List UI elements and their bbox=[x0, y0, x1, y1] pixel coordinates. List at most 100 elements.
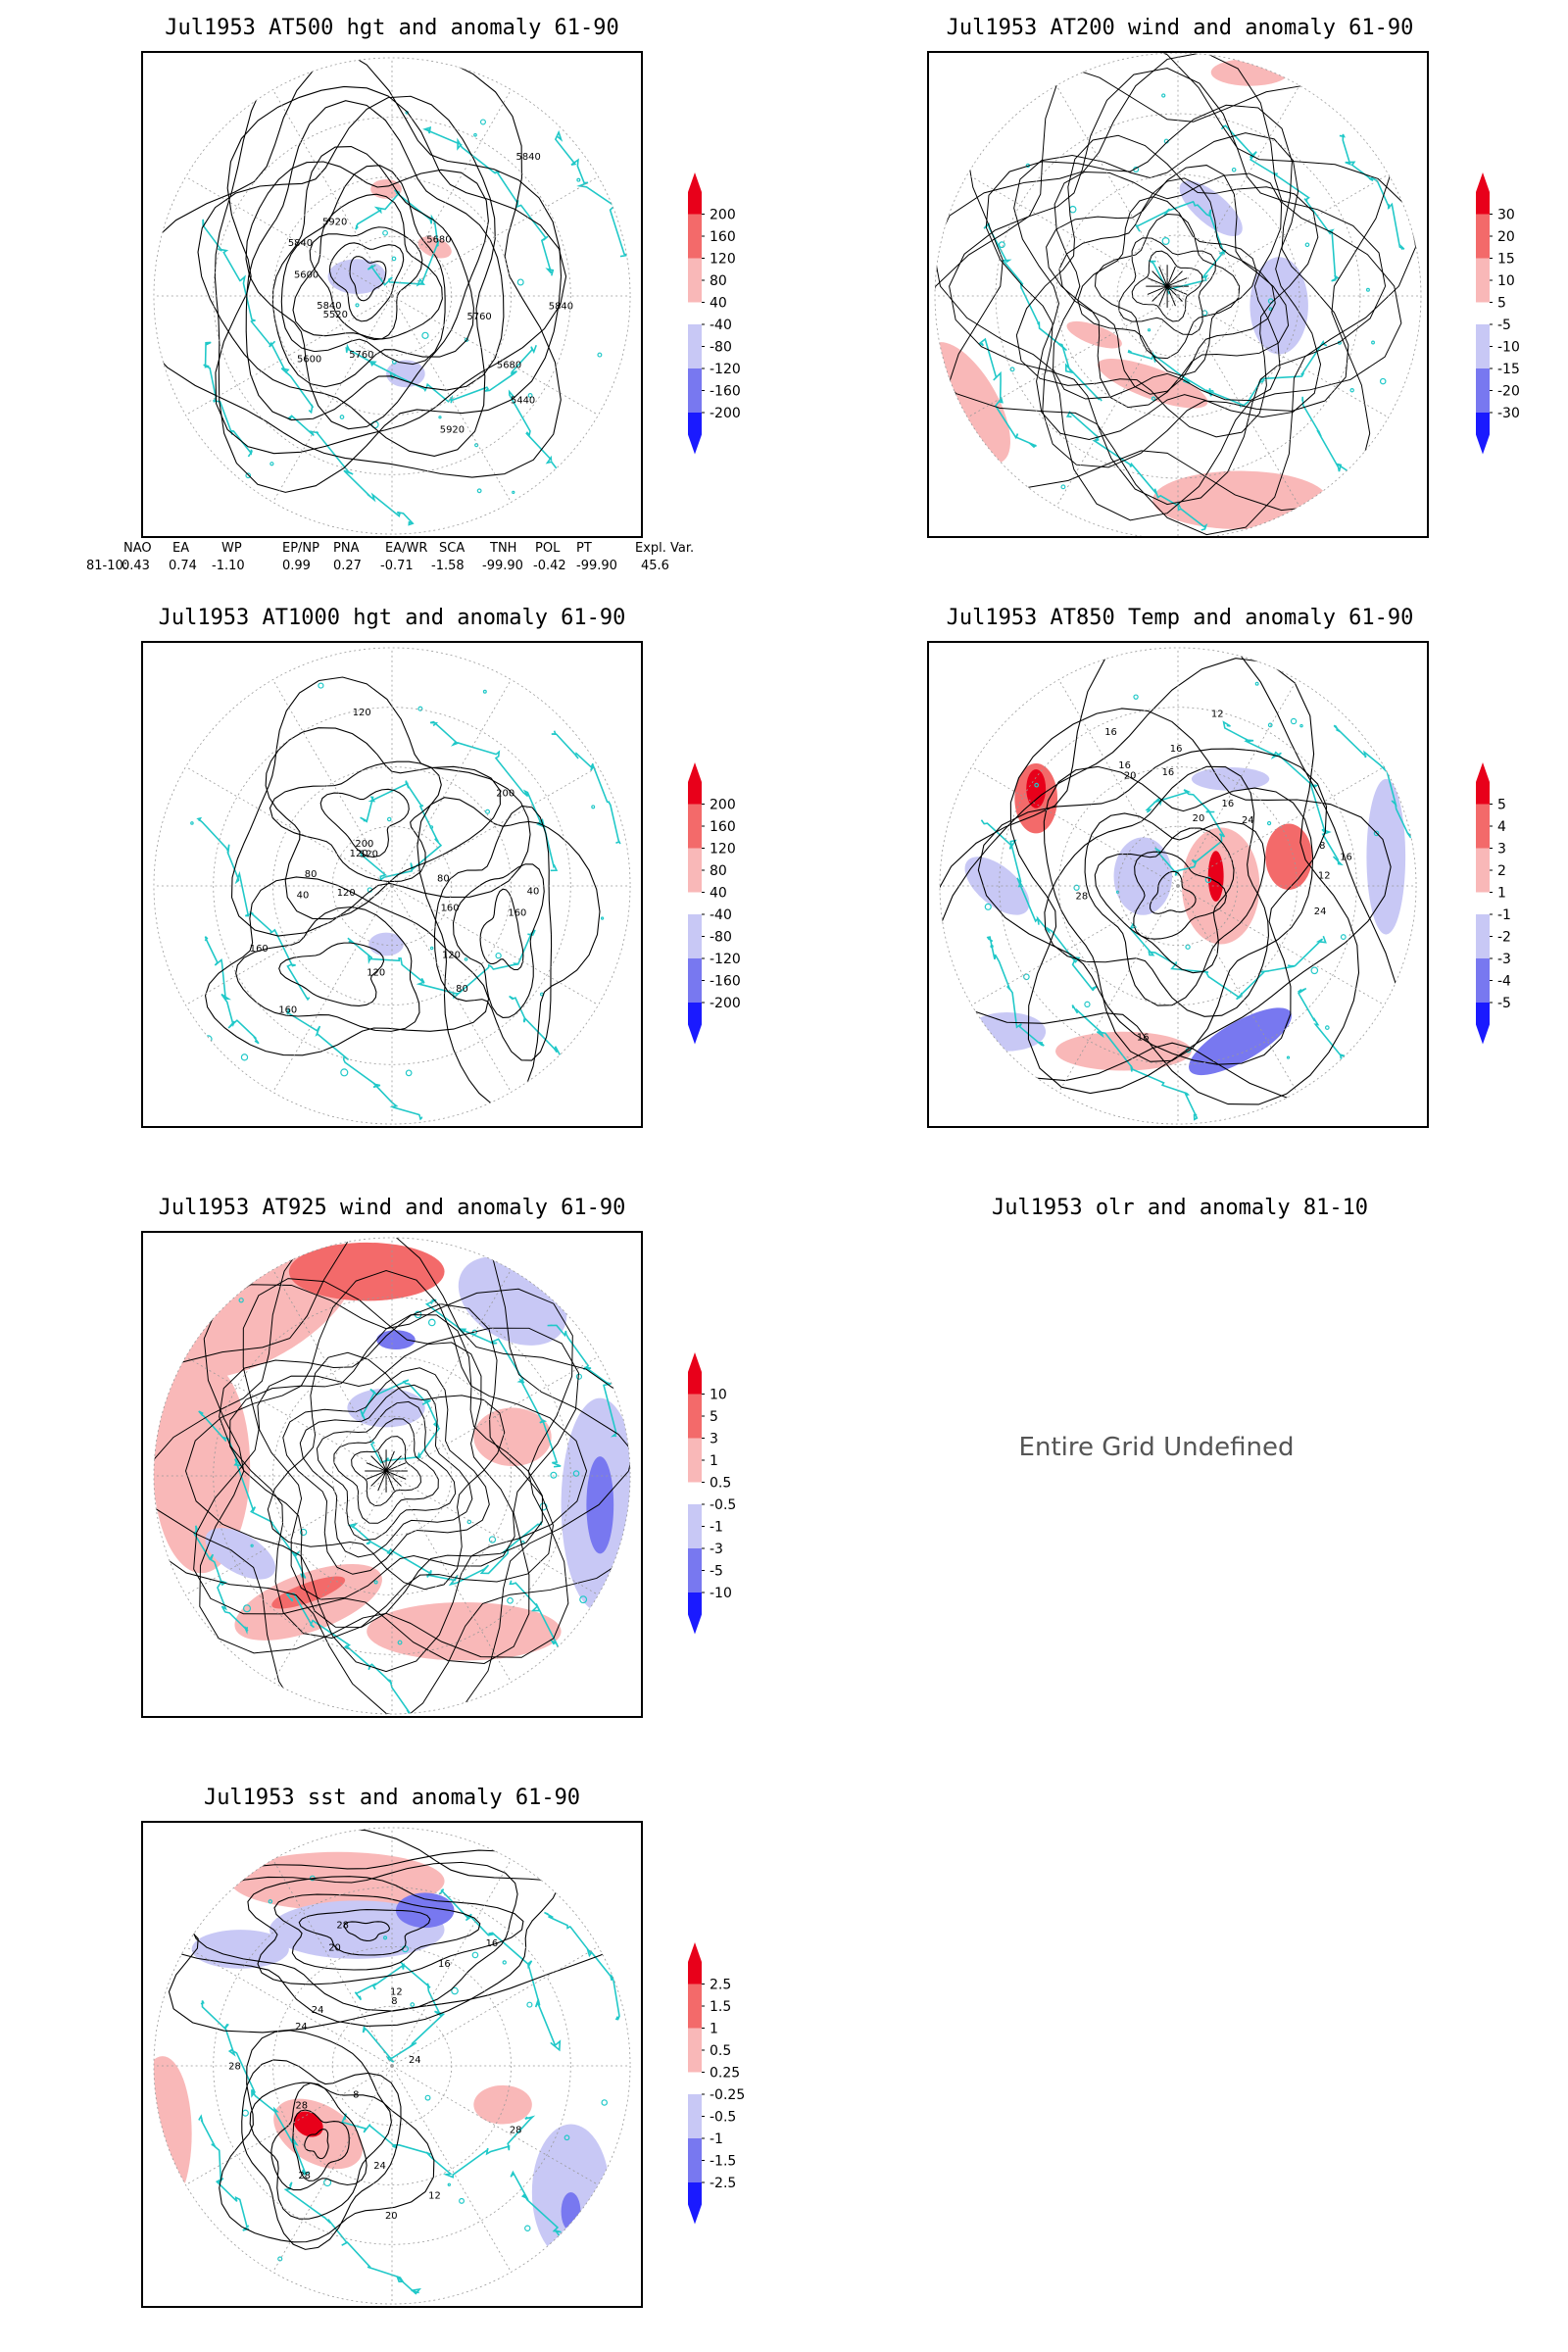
colorbar-label: 80 bbox=[710, 273, 727, 289]
contour bbox=[245, 161, 489, 430]
island bbox=[990, 944, 994, 949]
coastline bbox=[193, 1525, 249, 1635]
streamline bbox=[282, 1367, 490, 1575]
island bbox=[1299, 723, 1303, 728]
island bbox=[245, 472, 252, 479]
contour bbox=[343, 1921, 390, 1941]
index-header: EP/NP bbox=[282, 541, 319, 556]
meridian-line bbox=[391, 1475, 599, 1595]
meridian-line bbox=[1058, 885, 1179, 1093]
colorbar-label: -1 bbox=[1497, 907, 1511, 923]
island bbox=[339, 415, 345, 419]
island bbox=[550, 1471, 558, 1479]
index-header: EA/WR bbox=[385, 541, 428, 556]
island bbox=[1267, 722, 1273, 728]
contour bbox=[433, 805, 553, 1061]
island bbox=[405, 1069, 413, 1077]
island bbox=[1349, 388, 1354, 393]
colorbar-swatch bbox=[688, 2028, 702, 2050]
contour-label: 24 bbox=[1314, 906, 1327, 917]
meridian-line bbox=[185, 885, 393, 1005]
colorbar-top-arrow bbox=[688, 762, 702, 782]
streamline-spoke bbox=[1147, 277, 1168, 287]
anomaly-patch bbox=[367, 1601, 562, 1661]
index-header: Expl. Var. bbox=[635, 541, 695, 556]
island bbox=[451, 1986, 459, 1995]
island bbox=[204, 1035, 213, 1044]
colorbar-label: 1.5 bbox=[710, 1999, 731, 2015]
index-value: 45.6 bbox=[641, 559, 669, 573]
colorbar-swatch bbox=[688, 980, 702, 1003]
contour-label: 120 bbox=[353, 708, 371, 718]
colorbar-label: 160 bbox=[710, 819, 736, 835]
coastline bbox=[196, 816, 311, 1002]
island bbox=[524, 2225, 531, 2231]
colorbar-swatch bbox=[688, 280, 702, 303]
contour-label: 5840 bbox=[317, 301, 341, 312]
island bbox=[1210, 390, 1214, 394]
colorbar-swatch bbox=[1476, 324, 1490, 347]
colorbar-swatch bbox=[688, 1592, 702, 1615]
contour-label: 20 bbox=[1124, 771, 1137, 782]
coastline bbox=[347, 929, 536, 1000]
coastline bbox=[1128, 922, 1327, 1001]
island bbox=[421, 331, 429, 339]
streamline-spoke bbox=[377, 1470, 387, 1492]
streamline bbox=[949, 68, 1387, 506]
island bbox=[386, 816, 392, 822]
contour-label: 5760 bbox=[349, 350, 373, 361]
contour-label: 16 bbox=[1162, 767, 1175, 778]
index-header: POL bbox=[535, 541, 561, 556]
contour bbox=[241, 2059, 402, 2250]
coastline bbox=[508, 389, 589, 513]
streamline-spoke bbox=[1166, 277, 1188, 287]
island bbox=[1068, 205, 1077, 214]
contour bbox=[153, 1849, 561, 2027]
meridian-line bbox=[1177, 885, 1298, 1093]
coastline bbox=[544, 1911, 620, 2021]
coastline bbox=[978, 337, 1037, 449]
island bbox=[495, 952, 502, 959]
contour-label: 8 bbox=[391, 1996, 397, 2007]
anomaly-patch bbox=[293, 2111, 323, 2137]
colorbar-label: -1.5 bbox=[710, 2154, 736, 2170]
meridian-line bbox=[1177, 766, 1385, 887]
map-frame-p850: 16 12 16 8 16 20 24 28 16 12 16 20 24 16 16 bbox=[927, 641, 1429, 1128]
streamline-spoke bbox=[1166, 285, 1183, 302]
colorbar-swatch bbox=[688, 782, 702, 805]
coastline bbox=[283, 2181, 422, 2295]
streamline bbox=[316, 1400, 457, 1542]
anomaly-patch bbox=[1207, 851, 1224, 902]
colorbar-swatch bbox=[1476, 302, 1490, 324]
streamline-spoke bbox=[1152, 270, 1168, 287]
colorbar-label: 1 bbox=[1497, 886, 1506, 902]
colorbar-label: -0.5 bbox=[710, 2110, 736, 2126]
island bbox=[577, 1303, 585, 1311]
colorbar-label: -120 bbox=[710, 362, 741, 377]
colorbar-swatch bbox=[688, 1438, 702, 1460]
colorbar-swatch bbox=[688, 1962, 702, 1984]
colorbar-label: -120 bbox=[710, 952, 741, 967]
contour bbox=[214, 57, 563, 493]
meridian-line bbox=[391, 885, 599, 1005]
island bbox=[476, 488, 482, 494]
streamline-spoke bbox=[366, 1470, 387, 1480]
colorbar-bottom-arrow bbox=[688, 434, 702, 455]
colorbar-label: 120 bbox=[710, 252, 736, 268]
island bbox=[586, 1894, 591, 1898]
streamline bbox=[219, 1303, 554, 1639]
meridian-line bbox=[971, 885, 1179, 1005]
island bbox=[427, 1318, 436, 1327]
index-value: 0.27 bbox=[333, 559, 362, 573]
contour bbox=[273, 1893, 481, 1971]
contour bbox=[1043, 765, 1314, 1062]
streamline-spoke bbox=[1166, 270, 1183, 287]
coastline bbox=[355, 189, 440, 287]
contour-lines bbox=[219, 2030, 435, 2250]
streamline bbox=[257, 1342, 515, 1600]
coastlines bbox=[978, 93, 1405, 531]
colorbar-label: -4 bbox=[1497, 974, 1511, 990]
colorbar-swatch bbox=[688, 1372, 702, 1395]
island bbox=[575, 1373, 583, 1380]
island bbox=[242, 1604, 252, 1613]
